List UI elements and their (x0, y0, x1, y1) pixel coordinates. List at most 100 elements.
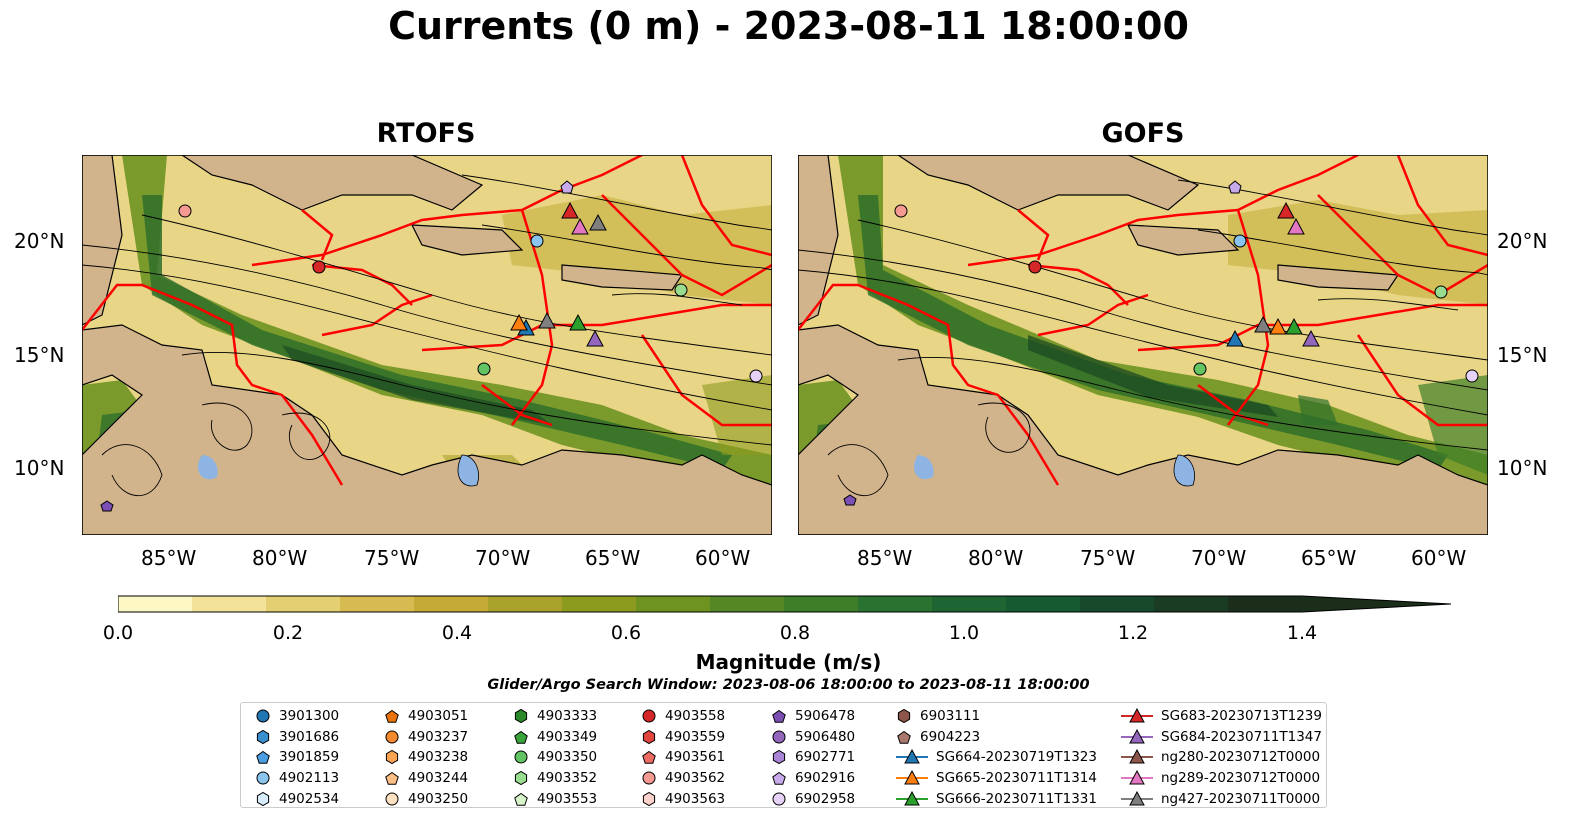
colorbar-segment (266, 596, 341, 612)
legend-column: 4903333 4903349 4903350 4903352 4903553 (513, 706, 597, 809)
legend-pentagon-marker (514, 730, 528, 744)
legend-circle-marker (256, 771, 270, 785)
legend-item: 4903553 (513, 788, 597, 809)
legend-triangle-marker (1121, 728, 1153, 744)
legend-item: 4903562 (641, 768, 725, 789)
colorbar-segment (858, 596, 933, 612)
colorbar-segment (1154, 596, 1229, 612)
colorbar-segment (340, 596, 415, 612)
legend-label: 6902771 (795, 749, 856, 766)
legend-hexagon-marker (897, 709, 911, 724)
legend-item: 5906478 (771, 706, 855, 727)
legend-item: 4903349 (513, 727, 597, 748)
legend-hexagon-marker (642, 791, 656, 806)
legend-label: 4903237 (408, 728, 469, 745)
legend-item: 4903244 (384, 768, 468, 789)
legend-label: 4903333 (537, 708, 598, 725)
legend-hexagon-marker (514, 709, 528, 724)
legend-pentagon-marker (772, 710, 786, 724)
colorbar-segment (784, 596, 859, 612)
legend-label: 4903244 (408, 770, 469, 787)
legend-circle-marker (385, 730, 399, 744)
legend-pentagon-marker (256, 751, 270, 765)
colorbar-segment (1228, 596, 1303, 612)
legend-label: ng427-20230711T0000 (1161, 790, 1321, 807)
colorbar-extend-arrow (1302, 596, 1451, 612)
legend-item: SG683-20230713T1239 (1121, 706, 1322, 727)
legend-pentagon-marker (772, 771, 786, 785)
legend-item: 6902916 (771, 768, 855, 789)
panel-title-rtofs: RTOFS (376, 118, 476, 149)
current-streamlines (82, 174, 772, 497)
colorbar-tick: 0.2 (272, 622, 304, 644)
legend-item: ng280-20230712T0000 (1121, 747, 1322, 768)
legend-item: 4903352 (513, 768, 597, 789)
legend-hexagon-marker (772, 750, 786, 765)
legend-circle-marker (385, 792, 399, 806)
lon-tick: 85°W (141, 546, 197, 570)
legend-triangle-marker (896, 749, 928, 764)
land-masses (798, 155, 1488, 535)
legend-hexagon-marker (514, 770, 528, 786)
legend-item: 6903111 (896, 706, 1097, 727)
colorbar-segment (932, 596, 1007, 612)
legend-triangle-marker (1121, 749, 1153, 764)
legend-item: 3901859 (255, 747, 339, 768)
legend-label: 4903250 (408, 790, 469, 807)
legend-hexagon-marker (256, 791, 270, 806)
eez-boundaries (82, 155, 772, 486)
legend-hexagon-marker (642, 729, 656, 744)
legend-column: SG683-20230713T1239 SG684-20230711T1347 ng… (1121, 706, 1322, 809)
colorbar-segment (562, 596, 637, 612)
legend-item: 6902771 (771, 747, 855, 768)
legend-item: 4903561 (641, 747, 725, 768)
legend-label: 4903563 (665, 790, 726, 807)
legend-item: 3901686 (255, 727, 339, 748)
legend-label: 3901300 (279, 708, 340, 725)
legend-label: 5906480 (795, 728, 856, 745)
colorbar-tick: 0.8 (779, 622, 811, 644)
legend-item: 4903237 (384, 727, 468, 748)
legend-label: 3901686 (279, 728, 340, 745)
legend-item: 4903238 (384, 747, 468, 768)
legend-item: 3901300 (255, 706, 339, 727)
legend-column: 4903051 4903237 4903238 4903244 4903250 (384, 706, 468, 809)
legend-circle-marker (514, 750, 528, 764)
legend-label: 6903111 (920, 708, 981, 725)
legend-pentagon-marker (642, 751, 656, 765)
legend-column: 6903111 6904223 SG664-20230719T1323 SG665-2… (896, 706, 1097, 809)
lat-tick-right: 10°N (1497, 456, 1548, 480)
legend-label: 4903562 (665, 770, 726, 787)
legend-item: SG684-20230711T1347 (1121, 727, 1322, 748)
colorbar-tick: 1.0 (948, 622, 980, 644)
colorbar-segment (636, 596, 711, 612)
legend-triangle-marker (1121, 770, 1153, 785)
legend-label: ng280-20230712T0000 (1161, 749, 1321, 766)
legend-label: 5906478 (795, 708, 856, 725)
legend-label: 4903352 (537, 770, 598, 787)
legend-item: 4903250 (384, 788, 468, 809)
map-panel-gofs (798, 155, 1488, 535)
legend-triangle-marker (1121, 708, 1153, 723)
legend-item: ng289-20230712T0000 (1121, 768, 1322, 789)
colorbar-label: Magnitude (m/s) (695, 650, 882, 674)
colorbar-tick: 0.0 (102, 622, 134, 644)
legend-item: SG665-20230711T1314 (896, 768, 1097, 789)
legend-label: 4903051 (408, 708, 469, 725)
legend-label: 4903553 (537, 790, 598, 807)
legend-pentagon-marker (514, 792, 528, 806)
legend-hexagon-marker (256, 729, 270, 744)
legend-item: 4902534 (255, 788, 339, 809)
map-panel-rtofs (82, 155, 772, 535)
lon-tick: 65°W (585, 546, 641, 570)
colorbar-segment (192, 596, 267, 612)
lon-tick: 85°W (857, 546, 913, 570)
platform-markers (843, 180, 1479, 506)
legend-label: 4903559 (665, 728, 726, 745)
legend-label: 4903561 (665, 749, 726, 766)
figure-title: Currents (0 m) - 2023-08-11 18:00:00 (388, 4, 1189, 48)
lon-tick: 70°W (1191, 546, 1247, 570)
legend-column: 4903558 4903559 4903561 4903562 4903563 (641, 706, 725, 809)
colorbar-segment (710, 596, 785, 612)
legend-label: SG664-20230719T1323 (936, 749, 1097, 766)
